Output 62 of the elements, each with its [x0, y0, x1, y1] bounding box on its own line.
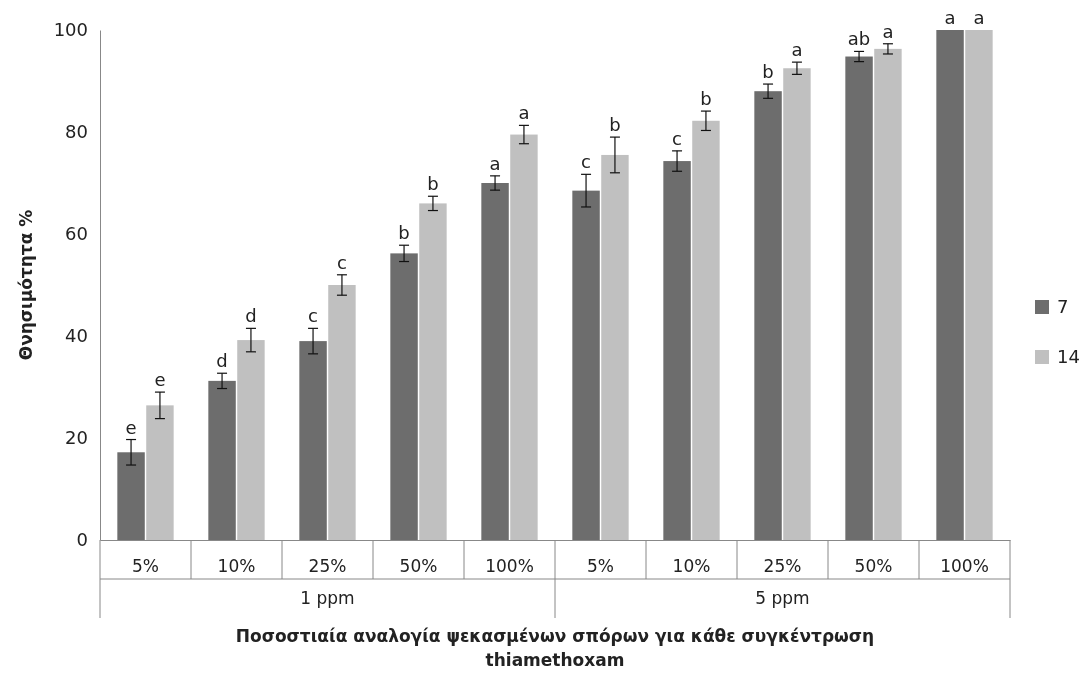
- y-tick-label: 0: [76, 529, 88, 551]
- x-tick-label: 10%: [217, 556, 256, 577]
- x-tick-label: 5%: [587, 556, 614, 577]
- bar: [601, 154, 629, 540]
- y-axis-title: Θνησιμότητα %: [16, 209, 36, 361]
- x-tick-label: 25%: [308, 556, 347, 577]
- x-tick-label: 5%: [132, 556, 159, 577]
- bar: [692, 120, 720, 540]
- bar: [299, 341, 327, 540]
- bar: [965, 30, 993, 540]
- bar: [328, 285, 356, 540]
- data-label: c: [672, 127, 683, 149]
- y-tick-label: 80: [65, 121, 88, 143]
- bar: [754, 91, 782, 540]
- legend-label: 14: [1057, 346, 1080, 367]
- bar: [237, 340, 265, 540]
- x-axis-title: Ποσοστιαία αναλογία ψεκασμένων σπόρων για κάθε συγκέντρωση thiamethoxam: [235, 626, 875, 670]
- data-label: ab: [847, 28, 871, 50]
- bar: [117, 452, 145, 540]
- x-tick-label: 50%: [854, 556, 893, 577]
- y-tick-label: 100: [53, 19, 88, 41]
- x-tick-label: 10%: [672, 556, 711, 577]
- y-tick-label: 40: [65, 325, 88, 347]
- bar: [663, 161, 691, 540]
- bar: [481, 183, 509, 540]
- data-label: c: [581, 151, 592, 173]
- x-tick-label: 25%: [763, 556, 802, 577]
- data-label: b: [398, 222, 410, 244]
- data-label: a: [489, 152, 501, 174]
- bar: [874, 48, 902, 540]
- data-label: a: [882, 20, 894, 42]
- text: 5 ppm: [755, 588, 810, 608]
- text: 1 ppm: [300, 588, 355, 608]
- data-label: b: [427, 173, 439, 195]
- bar: [845, 56, 873, 540]
- bar: [936, 30, 964, 540]
- data-label: e: [125, 416, 137, 438]
- data-label: a: [518, 102, 530, 124]
- data-label: d: [245, 305, 257, 327]
- data-label: d: [216, 350, 228, 372]
- y-tick-label: 20: [65, 427, 88, 449]
- x-tick-label: 100%: [485, 556, 534, 577]
- bar: [208, 380, 236, 540]
- x-tick-label: 50%: [399, 556, 438, 577]
- data-label: c: [308, 305, 319, 327]
- legend-label: 7: [1057, 296, 1069, 317]
- data-label: a: [791, 39, 803, 61]
- bar: [146, 405, 174, 540]
- bar: [510, 134, 538, 540]
- data-label: b: [609, 114, 621, 136]
- data-label: e: [154, 369, 166, 391]
- bar: [390, 253, 418, 540]
- data-label: b: [762, 61, 774, 83]
- x-tick-label: 100%: [940, 556, 989, 577]
- bar: [419, 203, 447, 540]
- data-label: c: [336, 251, 347, 273]
- bar: [783, 68, 811, 540]
- y-tick-label: 60: [65, 223, 88, 245]
- data-label: a: [973, 7, 985, 28]
- bar: [572, 190, 600, 540]
- data-label: a: [944, 7, 956, 28]
- data-label: b: [700, 88, 712, 110]
